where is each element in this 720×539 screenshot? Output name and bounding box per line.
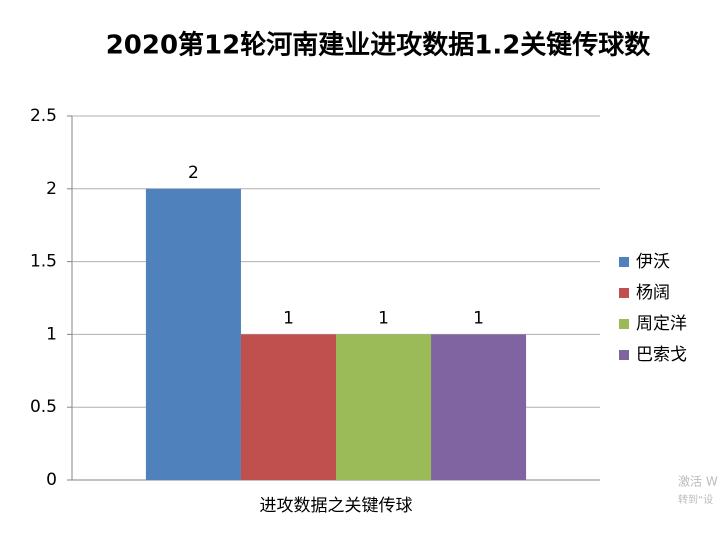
bar (145, 188, 241, 481)
data-label: 1 (378, 308, 389, 328)
y-tick-label: 1.5 (30, 252, 57, 272)
bar (431, 334, 527, 480)
legend-label: 杨阔 (636, 283, 670, 303)
y-tick-label: 2 (46, 179, 57, 199)
bar (336, 334, 432, 480)
y-tick-label: 0 (46, 470, 57, 490)
legend-swatch (619, 350, 629, 360)
data-label: 1 (283, 308, 294, 328)
y-tick-label: 2.5 (30, 106, 57, 126)
legend-label: 周定洋 (636, 314, 687, 334)
legend-label: 巴索戈 (636, 345, 687, 365)
bar (240, 334, 336, 480)
data-label: 1 (473, 308, 484, 328)
data-label: 2 (188, 163, 199, 183)
y-tick-label: 1 (46, 324, 57, 344)
watermark: 激活 W (678, 475, 718, 489)
legend-swatch (619, 319, 629, 329)
legend-swatch (619, 257, 629, 267)
legend-swatch (619, 288, 629, 298)
y-tick-label: 0.5 (30, 397, 57, 417)
x-tick-label: 进攻数据之关键传球 (260, 496, 413, 516)
legend-label: 伊沃 (636, 252, 670, 272)
watermark: 转到“设 (678, 493, 713, 506)
chart-title: 2020第12轮河南建业进攻数据1.2关键传球数 (106, 30, 652, 61)
